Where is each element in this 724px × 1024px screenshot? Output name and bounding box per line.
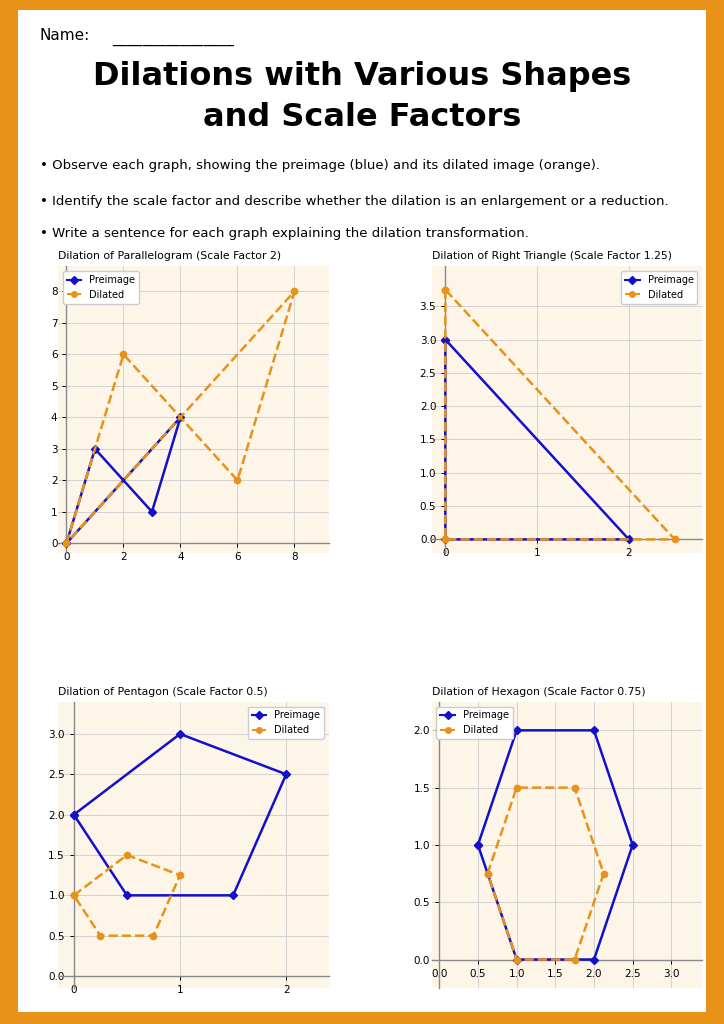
- Legend: Preimage, Dilated: Preimage, Dilated: [621, 271, 697, 304]
- Text: Dilations with Various Shapes: Dilations with Various Shapes: [93, 61, 631, 92]
- Legend: Preimage, Dilated: Preimage, Dilated: [437, 707, 513, 739]
- Text: Dilation of Right Triangle (Scale Factor 1.25): Dilation of Right Triangle (Scale Factor…: [432, 251, 672, 261]
- Text: Dilation of Parallelogram (Scale Factor 2): Dilation of Parallelogram (Scale Factor …: [58, 251, 281, 261]
- Text: • Observe each graph, showing the preimage (blue) and its dilated image (orange): • Observe each graph, showing the preima…: [40, 159, 599, 172]
- Legend: Preimage, Dilated: Preimage, Dilated: [63, 271, 139, 304]
- Text: • Identify the scale factor and describe whether the dilation is an enlargement : • Identify the scale factor and describe…: [40, 195, 668, 208]
- Text: Dilation of Pentagon (Scale Factor 0.5): Dilation of Pentagon (Scale Factor 0.5): [58, 687, 268, 696]
- Text: Dilation of Hexagon (Scale Factor 0.75): Dilation of Hexagon (Scale Factor 0.75): [432, 687, 645, 696]
- Text: ________________: ________________: [112, 31, 235, 46]
- Text: • Write a sentence for each graph explaining the dilation transformation.: • Write a sentence for each graph explai…: [40, 227, 529, 241]
- Legend: Preimage, Dilated: Preimage, Dilated: [248, 707, 324, 739]
- Text: and Scale Factors: and Scale Factors: [203, 102, 521, 133]
- Text: Name:: Name:: [40, 28, 90, 43]
